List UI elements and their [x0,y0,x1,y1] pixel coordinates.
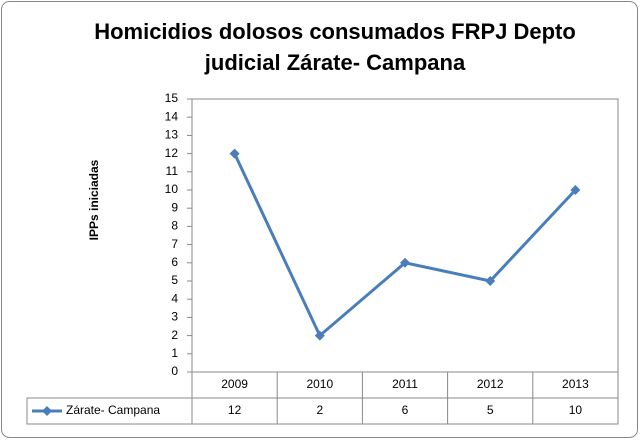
x-tick-label: 2011 [392,377,418,391]
data-table-row [26,397,619,425]
legend-label: Zárate- Campana [66,403,160,417]
data-table-value: 6 [402,403,409,417]
x-tick-label: 2012 [477,377,504,391]
y-axis-label: IPPs iniciadas [87,159,101,240]
marker [485,276,496,286]
data-table-value: 5 [487,403,494,417]
y-tick-label: 6 [171,255,178,269]
y-tick-label: 5 [171,273,178,287]
x-tick-label: 2009 [221,377,248,391]
chart-title: Homicidios dolosos consumados FRPJ Depto… [94,19,576,75]
y-tick-label: 13 [165,128,179,142]
data-table-value: 12 [228,403,242,417]
y-tick-label: 15 [165,91,179,105]
y-tick-label: 14 [165,109,179,123]
y-tick-label: 2 [171,328,178,342]
marker [314,330,325,341]
y-tick-label: 11 [166,164,179,178]
x-tick-label: 2013 [562,377,589,391]
marker [570,185,581,195]
y-tick-label: 12 [165,146,179,160]
y-tick-label: 0 [171,364,178,378]
y-tick-label: 7 [171,237,178,251]
x-tick-label: 2010 [306,377,333,391]
marker [229,148,240,159]
y-tick-label: 3 [171,310,178,324]
data-table-value: 2 [316,403,323,417]
y-tick-label: 1 [171,346,178,360]
marker [400,257,410,268]
y-tick-label: 4 [171,291,178,305]
y-tick-label: 9 [171,200,178,214]
y-tick-label: 10 [165,182,179,196]
y-tick-label: 8 [171,219,178,233]
legend-marker [42,406,52,416]
data-table-value: 10 [569,403,583,417]
